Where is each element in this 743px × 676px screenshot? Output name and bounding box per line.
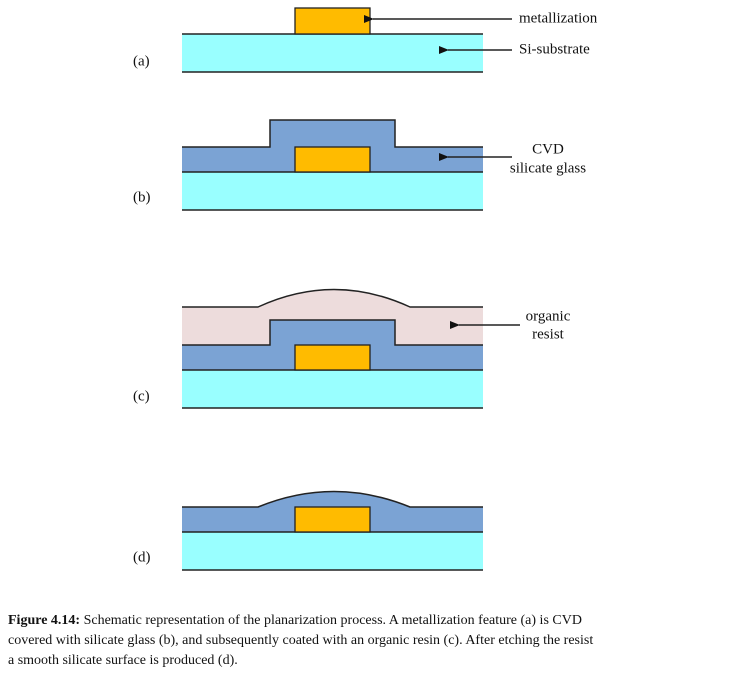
caption-line: a smooth silicate surface is produced (d… [8,653,238,668]
panel-label: (c) [133,388,150,404]
caption-line: Figure 4.14: Schematic representation of… [8,613,582,628]
substrate [182,532,483,570]
panel-c: (c) organic resist [133,288,571,409]
substrate [182,370,483,408]
annotation: silicate glass [510,160,586,176]
caption-text: Schematic representation of the planariz… [84,613,582,628]
panel-a: (a) metallization Si-substrate [133,7,598,73]
annotation: Si-substrate [519,41,590,57]
edge [182,119,483,148]
panel-label: (d) [133,549,151,565]
panel-label: (b) [133,189,151,205]
metal [294,344,371,371]
metal [294,506,371,533]
panel-label: (a) [133,53,150,69]
edge [182,490,483,508]
metal [294,146,371,173]
annotation: metallization [519,10,598,26]
substrate [182,34,483,72]
annotation: organic [526,308,571,324]
annotation: CVD [532,141,564,157]
caption-label: Figure 4.14: [8,613,80,628]
panel-d: (d) [133,490,483,571]
annotation: resist [532,326,564,342]
caption: Figure 4.14: Schematic representation of… [8,613,593,668]
glass [182,120,483,172]
edge [182,319,483,346]
resist [182,289,483,345]
metal [294,7,371,35]
edge [182,288,483,308]
substrate [182,172,483,210]
panel-b: (b) CVD silicate glass [133,119,586,211]
caption-line: covered with silicate glass (b), and sub… [8,633,593,648]
